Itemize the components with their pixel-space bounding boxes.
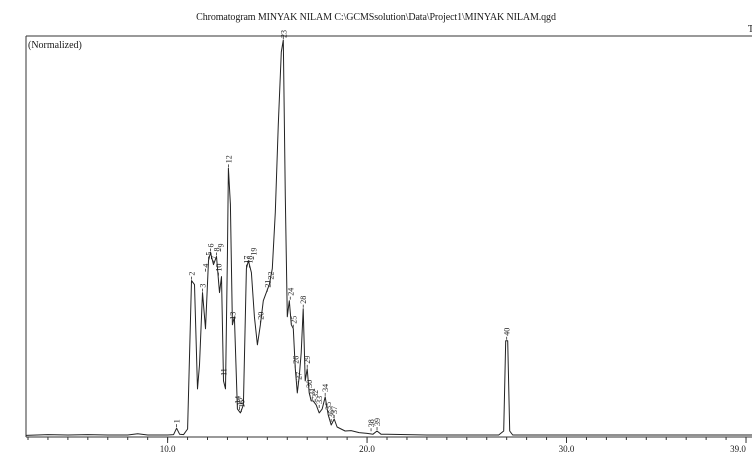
peak-labels: 1234567891011121314151617181920212223242… bbox=[173, 30, 512, 432]
plot-frame bbox=[25, 35, 752, 438]
peak-label: 11 bbox=[220, 368, 229, 376]
peak-label: 18 bbox=[245, 256, 254, 264]
peak-label: 28 bbox=[299, 296, 308, 304]
peak-label: 22 bbox=[266, 272, 275, 280]
peak-label: 17 bbox=[242, 256, 251, 264]
peak-label: 19 bbox=[249, 248, 258, 256]
peak-label: 14 bbox=[233, 396, 242, 404]
peak-label: 8 bbox=[213, 248, 222, 252]
peak-label: 4 bbox=[202, 264, 211, 268]
peak-label: 20 bbox=[256, 312, 265, 320]
peak-label: 7 bbox=[210, 256, 219, 260]
peak-label: 3 bbox=[199, 284, 208, 288]
x-tick-label: 30.0 bbox=[559, 444, 575, 454]
peak-label: 21 bbox=[263, 280, 272, 288]
peak-label: 29 bbox=[303, 356, 312, 364]
peak-label: 38 bbox=[367, 419, 376, 427]
chart-title: Chromatogram MINYAK NILAM C:\GCMSsolutio… bbox=[196, 12, 556, 23]
peak-label: 12 bbox=[224, 155, 233, 163]
peak-label: 33 bbox=[315, 396, 324, 404]
corner-label: T bbox=[747, 24, 752, 35]
peak-label: 35 bbox=[324, 402, 333, 410]
peak-label: 36 bbox=[327, 410, 336, 418]
peak-label: 9 bbox=[217, 244, 226, 248]
peak-label: 2 bbox=[188, 272, 197, 276]
peak-label: 40 bbox=[503, 328, 512, 336]
x-tick-label: 10.0 bbox=[160, 444, 176, 454]
x-tick-label: 20.0 bbox=[359, 444, 375, 454]
x-axis-ticks: 10.0 20.0 30.0 39.0 bbox=[27, 437, 747, 454]
peak-label: 5 bbox=[205, 252, 214, 256]
peak-label: 6 bbox=[207, 244, 216, 248]
x-tick-label: 39.0 bbox=[730, 444, 746, 454]
peak-label: 31 bbox=[308, 388, 317, 396]
peak-label: 39 bbox=[373, 418, 382, 426]
peak-label: 27 bbox=[294, 372, 303, 380]
peak-label: 24 bbox=[286, 288, 295, 296]
y-axis-label: (Normalized) bbox=[28, 40, 82, 51]
peak-label: 34 bbox=[321, 384, 330, 392]
peak-label: 13 bbox=[228, 312, 237, 320]
peak-label: 26 bbox=[291, 356, 300, 364]
peak-label: 23 bbox=[279, 30, 288, 38]
peak-label: 30 bbox=[305, 380, 314, 388]
peak-label: 16 bbox=[237, 400, 246, 408]
peak-label: 10 bbox=[215, 264, 224, 272]
peak-label: 32 bbox=[311, 390, 320, 398]
chromatogram-trace bbox=[25, 39, 752, 436]
peak-label: 1 bbox=[173, 419, 182, 423]
peak-label: 25 bbox=[289, 316, 298, 324]
peak-label: 15 bbox=[235, 398, 244, 406]
peak-label: 37 bbox=[330, 406, 339, 414]
